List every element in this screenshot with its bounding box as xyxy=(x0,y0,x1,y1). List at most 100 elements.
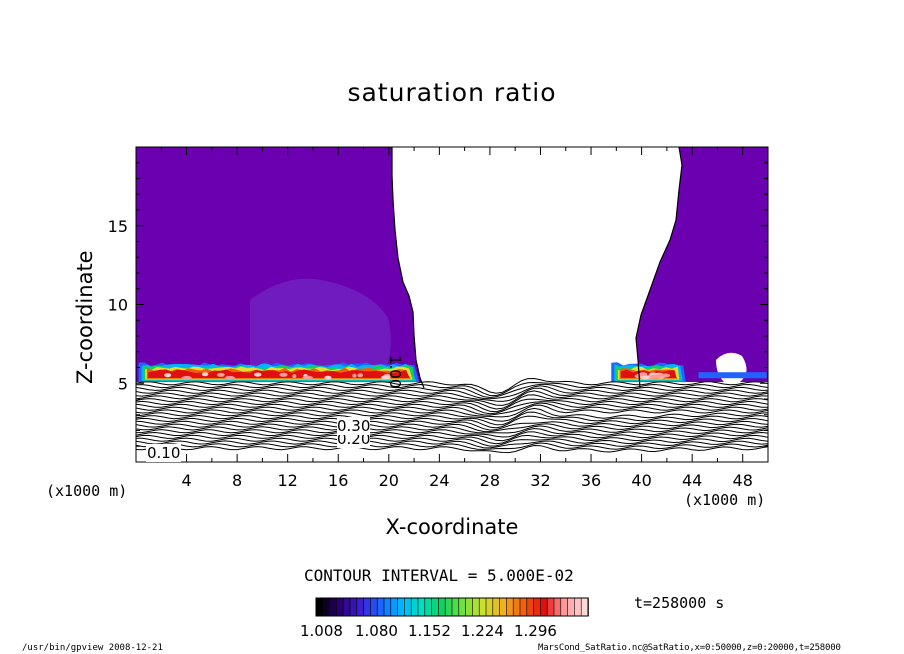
contour-label-0.10: 0.10 xyxy=(146,444,182,462)
colorbar-cell xyxy=(451,597,460,617)
supersaturation-band-right xyxy=(611,362,767,383)
contour-line xyxy=(136,404,768,418)
x-tick-label: 12 xyxy=(278,471,298,490)
y-tick-label: 10 xyxy=(108,296,128,315)
contour-line xyxy=(136,394,768,410)
x-tick-label: 16 xyxy=(328,471,348,490)
contour-line xyxy=(136,401,768,415)
colorbar-cell xyxy=(499,597,508,617)
contour-line xyxy=(136,415,768,429)
colorbar-cell xyxy=(492,597,501,617)
contour-line xyxy=(136,434,768,445)
footer-source: MarsCond_SatRatio.nc@SatRatio,x=0:50000,… xyxy=(538,643,841,653)
band-speckle xyxy=(224,375,235,380)
colorbar-cell xyxy=(540,597,549,617)
x-axis-label: X-coordinate xyxy=(385,515,519,539)
colorbar-cell xyxy=(465,597,474,617)
contour-line xyxy=(136,385,768,400)
chart-title: saturation ratio xyxy=(347,78,557,107)
colorbar-cell xyxy=(580,597,589,617)
axis-ticks xyxy=(136,147,768,462)
colorbar-cell xyxy=(485,597,494,617)
colorbar-cell xyxy=(458,597,467,617)
x-unit-label: (x1000 m) xyxy=(684,491,766,509)
x-tick-label: 8 xyxy=(232,471,242,490)
y-axis-label: Z-coordinate xyxy=(73,250,97,384)
contour-line xyxy=(136,427,768,438)
colorbar-cell xyxy=(519,597,528,617)
contour-line xyxy=(136,398,768,413)
colorbar-cell xyxy=(431,597,440,617)
colorbar-cell xyxy=(315,597,324,617)
y-tick-label: 15 xyxy=(108,217,128,236)
contour-line-1.00 xyxy=(391,147,425,389)
colorbar-cell xyxy=(567,597,576,617)
contour-line xyxy=(136,423,768,433)
colorbar-cell xyxy=(444,597,453,617)
colorbar-tick-2: 1.080 xyxy=(355,622,398,640)
colorbar-cell xyxy=(438,597,446,617)
colorbar-cell xyxy=(533,597,542,617)
x-tick-label: 36 xyxy=(581,471,601,490)
colorbar-cell xyxy=(553,597,562,617)
colorbar-cell xyxy=(506,597,514,617)
contour-line-1.00-right xyxy=(635,147,683,389)
colorbar-cell xyxy=(546,597,555,617)
colorbar-cell xyxy=(424,597,433,617)
contour-line xyxy=(136,377,768,394)
contour-line xyxy=(136,420,768,431)
colorbar-cell xyxy=(322,597,331,617)
contour-label-1.00: 1.00 xyxy=(386,355,404,389)
colorbar-cell xyxy=(383,597,392,617)
contour-line xyxy=(136,442,768,450)
saturated-patch xyxy=(250,278,391,372)
band-speckle xyxy=(357,373,364,378)
band-speckle xyxy=(254,372,262,377)
contour-line xyxy=(136,387,768,402)
x-tick-label: 48 xyxy=(733,471,753,490)
band-speckle xyxy=(641,375,649,380)
band-speckle xyxy=(216,372,225,377)
band-speckle xyxy=(660,373,671,378)
band-speckle xyxy=(279,372,288,377)
colorbar-cell xyxy=(356,597,365,617)
colorbar-frame xyxy=(315,597,589,617)
band-speckle xyxy=(324,375,332,380)
band-speckle xyxy=(302,375,314,380)
colorbar xyxy=(315,597,589,617)
x-tick-label: 40 xyxy=(631,471,651,490)
contour-line xyxy=(136,440,768,449)
colorbar-cell xyxy=(560,597,569,617)
contour-line xyxy=(136,431,768,442)
z-unit-label: (x1000 m) xyxy=(46,482,128,500)
contour-line xyxy=(136,411,768,426)
contour-lines xyxy=(136,147,768,454)
contour-interval: CONTOUR INTERVAL = 5.000E-02 xyxy=(304,566,574,585)
band-speckle xyxy=(352,373,357,378)
colorbar-cell xyxy=(376,597,385,617)
band-sliver xyxy=(698,372,767,379)
x-tick-label: 32 xyxy=(530,471,550,490)
colorbar-cell xyxy=(336,597,344,617)
time-label: t=258000 s xyxy=(634,594,725,612)
colorbar-tick-5: 1.296 xyxy=(514,622,557,640)
colorbar-tick-1: 1.008 xyxy=(300,622,343,640)
x-tick-label: 28 xyxy=(480,471,500,490)
band-speckle xyxy=(164,373,172,378)
x-tick-label: 44 xyxy=(682,471,702,490)
colorbar-cell xyxy=(349,597,358,617)
contour-line xyxy=(136,444,768,454)
contour-line xyxy=(136,402,768,416)
colorbar-tick-3: 1.152 xyxy=(408,622,451,640)
contour-line xyxy=(136,390,768,406)
colorbar-cell xyxy=(512,597,521,617)
contour-line xyxy=(136,381,768,397)
contour-line xyxy=(136,383,768,399)
band-layer xyxy=(148,369,410,378)
colorbar-cell xyxy=(363,597,372,617)
supersaturation-band-left xyxy=(138,362,420,383)
colorbar-cell xyxy=(472,597,480,617)
colorbar-cell xyxy=(370,597,378,617)
